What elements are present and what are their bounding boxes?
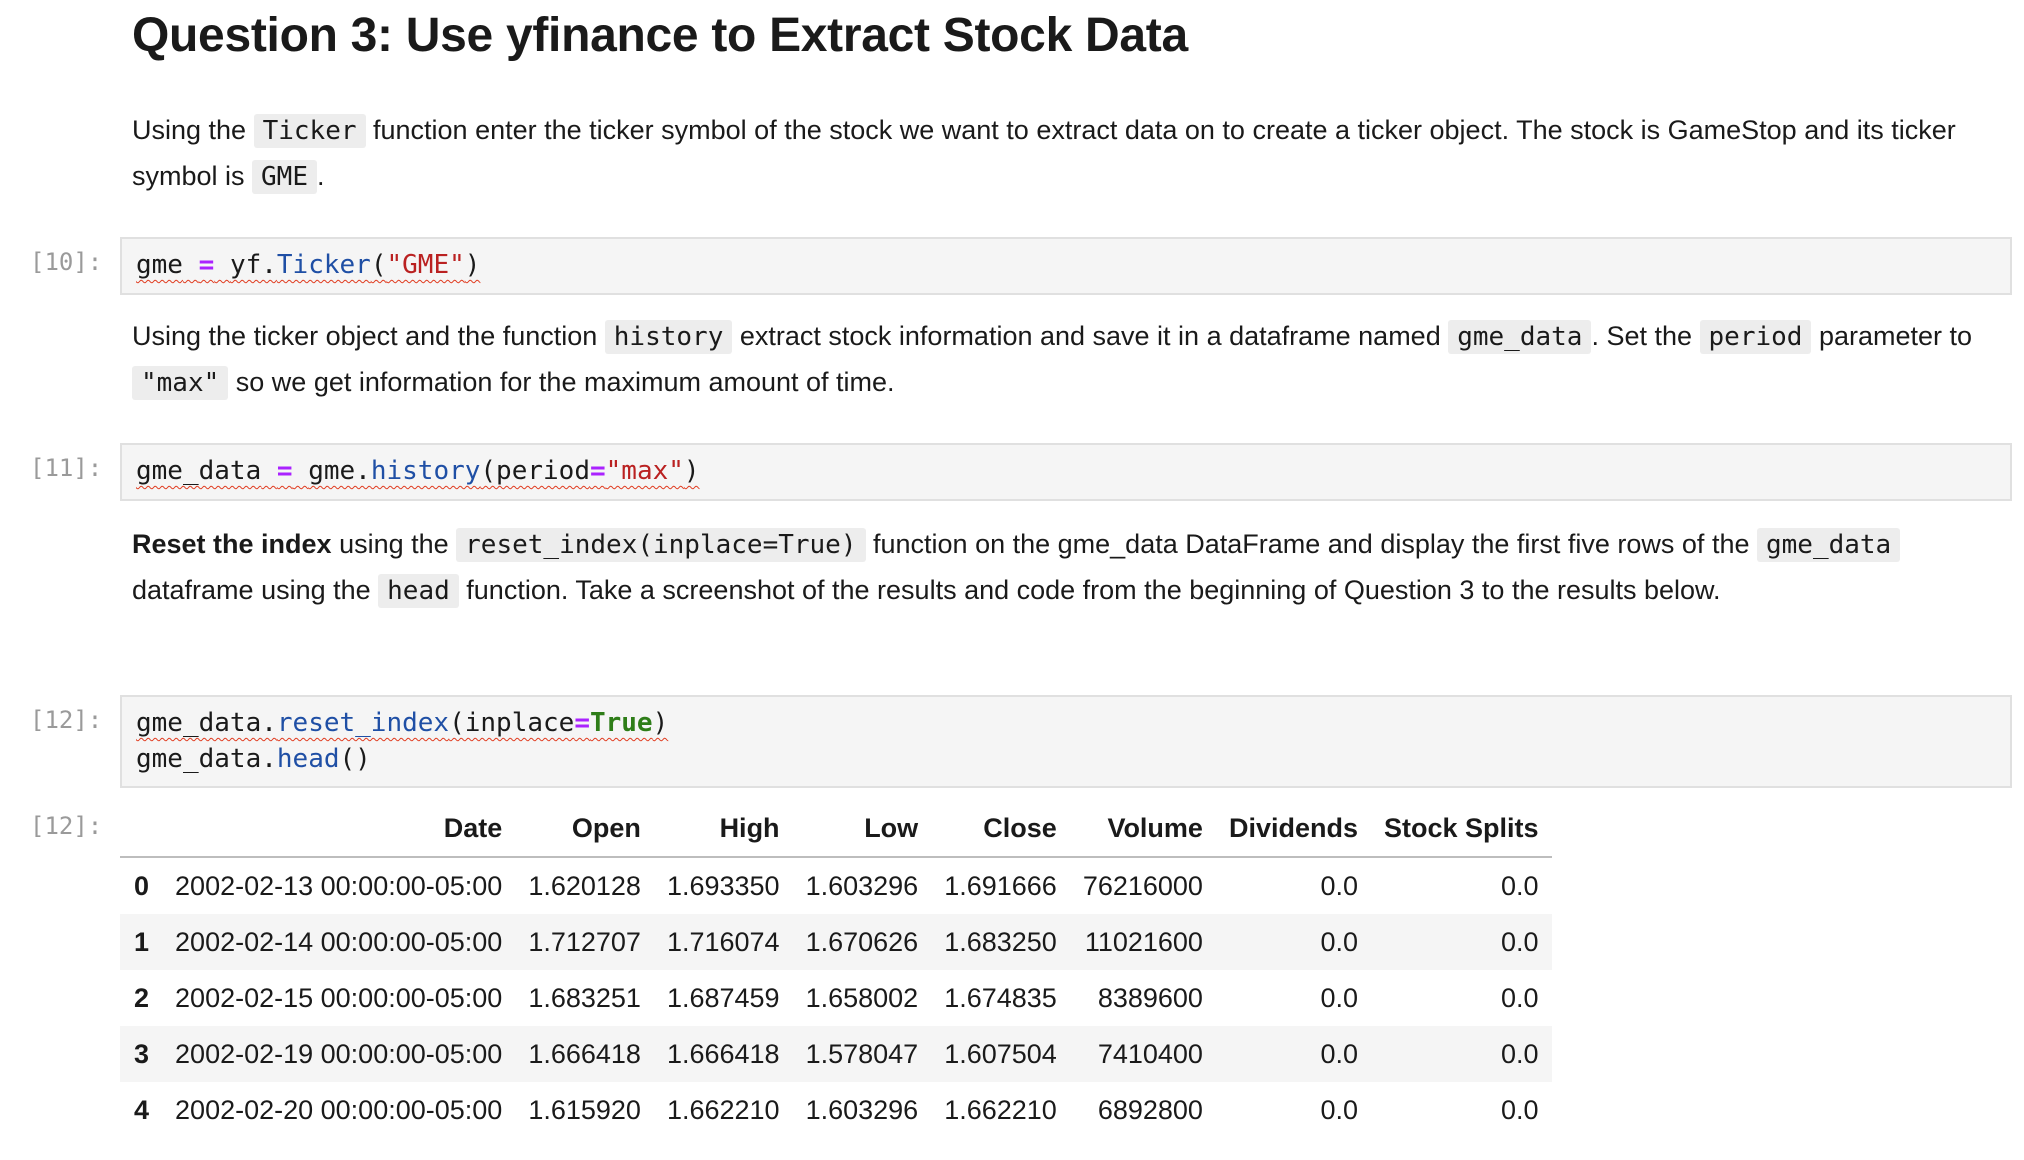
- inline-code: Ticker: [253, 114, 366, 148]
- table-cell: 1.687459: [666, 982, 780, 1013]
- table-cell: 0.0: [1215, 1026, 1371, 1082]
- output-prompt: [12]:: [30, 812, 103, 840]
- markdown-cell-ticker-instructions: Using the Ticker function enter the tick…: [132, 108, 1992, 200]
- column-header: Open: [515, 800, 654, 858]
- row-index: 4: [134, 1094, 150, 1125]
- paragraph: Using the Ticker function enter the tick…: [132, 108, 1992, 200]
- cell-prompt: [12]:: [30, 706, 103, 734]
- bold-text: Reset the index: [132, 529, 332, 559]
- inline-code: head: [378, 574, 459, 608]
- table-cell: 1.666418: [653, 1026, 793, 1082]
- inline-code: gme_data: [1756, 528, 1901, 562]
- table-row: 0 2002-02-13 00:00:00-05:00 1.620128 1.6…: [120, 857, 1552, 914]
- table-cell: 1.683251: [528, 982, 641, 1013]
- table-cell: 2002-02-20 00:00:00-05:00: [175, 1094, 503, 1125]
- row-index: 1: [120, 914, 163, 970]
- row-index: 2: [134, 982, 150, 1013]
- question-heading: Question 3: Use yfinance to Extract Stoc…: [132, 9, 1188, 62]
- table-cell: 8389600: [1097, 982, 1203, 1013]
- table-cell: 1.578047: [792, 1026, 932, 1082]
- inline-code: period: [1699, 320, 1812, 354]
- table-cell: 0.0: [1500, 870, 1539, 901]
- dataframe-output-table: Date Open High Low Close Volume Dividend…: [120, 800, 1552, 1138]
- table-cell: 1.666418: [515, 1026, 654, 1082]
- text: .: [317, 161, 325, 191]
- table-cell: 0.0: [1500, 982, 1539, 1013]
- paragraph: Reset the index using the reset_index(in…: [132, 522, 1992, 614]
- column-header: Low: [792, 800, 932, 858]
- table-cell: 2002-02-14 00:00:00-05:00: [162, 914, 516, 970]
- table-cell: 1.603296: [805, 1094, 919, 1125]
- table-cell: 1.716074: [653, 914, 793, 970]
- code-cell-11[interactable]: gme_data = gme.history(period="max"): [120, 443, 2012, 501]
- table-cell: 1.662210: [666, 1094, 780, 1125]
- column-header: Volume: [1069, 800, 1216, 858]
- table-cell: 7410400: [1069, 1026, 1216, 1082]
- table-cell: 0.0: [1370, 1026, 1552, 1082]
- paragraph: Using the ticker object and the function…: [132, 320, 1973, 400]
- inline-code: reset_index(inplace=True): [456, 528, 866, 562]
- code-line: gme_data = gme.history(period="max"): [136, 456, 700, 486]
- table-cell: 1.662210: [944, 1094, 1057, 1125]
- code-line: gme = yf.Ticker("GME"): [136, 250, 481, 280]
- markdown-cell-reset-index-instructions: Reset the index using the reset_index(in…: [132, 522, 1992, 614]
- table-cell: 6892800: [1097, 1094, 1203, 1125]
- code-line: gme_data.reset_index(inplace=True): [136, 708, 669, 738]
- table-cell: 2002-02-19 00:00:00-05:00: [162, 1026, 516, 1082]
- table-cell: 76216000: [1082, 870, 1203, 901]
- code-cell-12[interactable]: gme_data.reset_index(inplace=True) gme_d…: [120, 695, 2012, 788]
- table-cell: 0.0: [1320, 982, 1358, 1013]
- table-cell: 0.0: [1370, 914, 1552, 970]
- cell-prompt: [10]:: [30, 248, 103, 276]
- text: Using the: [132, 115, 254, 145]
- table-cell: 1.670626: [792, 914, 932, 970]
- table-header-row: Date Open High Low Close Volume Dividend…: [120, 800, 1552, 858]
- table-cell: 1.683250: [931, 914, 1070, 970]
- row-index: 0: [134, 870, 150, 901]
- table-cell: 0.0: [1500, 1094, 1539, 1125]
- table-row: 3 2002-02-19 00:00:00-05:00 1.666418 1.6…: [120, 1026, 1552, 1082]
- table-cell: 1.693350: [666, 870, 780, 901]
- inline-code: GME: [252, 160, 317, 194]
- column-header: [120, 800, 163, 858]
- column-header: High: [653, 800, 793, 858]
- inline-code: "max": [132, 366, 229, 400]
- row-index: 3: [120, 1026, 163, 1082]
- table-cell: 1.607504: [931, 1026, 1070, 1082]
- table-cell: 2002-02-13 00:00:00-05:00: [175, 870, 503, 901]
- table-cell: 1.712707: [515, 914, 654, 970]
- column-header: Date: [162, 800, 516, 858]
- table-cell: 1.658002: [805, 982, 919, 1013]
- markdown-cell-history-instructions: Using the ticker object and the function…: [132, 314, 1992, 406]
- column-header: Stock Splits: [1370, 800, 1552, 858]
- code-cell-10[interactable]: gme = yf.Ticker("GME"): [120, 237, 2012, 295]
- column-header: Dividends: [1215, 800, 1371, 858]
- code-line: gme_data.head(): [136, 744, 371, 774]
- table-cell: 11021600: [1069, 914, 1216, 970]
- table-cell: 0.0: [1215, 914, 1371, 970]
- table-row: 4 2002-02-20 00:00:00-05:00 1.615920 1.6…: [120, 1082, 1552, 1138]
- table-cell: 1.603296: [805, 870, 919, 901]
- table-cell: 0.0: [1320, 870, 1358, 901]
- table-row: 1 2002-02-14 00:00:00-05:00 1.712707 1.7…: [120, 914, 1552, 970]
- inline-code: history: [604, 320, 733, 354]
- table-cell: 1.691666: [944, 870, 1057, 901]
- table-cell: 1.615920: [528, 1094, 641, 1125]
- table-cell: 1.620128: [528, 870, 641, 901]
- column-header: Close: [931, 800, 1070, 858]
- table-cell: 1.674835: [944, 982, 1057, 1013]
- table-cell: 0.0: [1320, 1094, 1358, 1125]
- table-row: 2 2002-02-15 00:00:00-05:00 1.683251 1.6…: [120, 970, 1552, 1026]
- cell-prompt: [11]:: [30, 454, 103, 482]
- inline-code: gme_data: [1448, 320, 1592, 354]
- text: function enter the ticker symbol of the …: [132, 115, 1956, 191]
- table-cell: 2002-02-15 00:00:00-05:00: [175, 982, 503, 1013]
